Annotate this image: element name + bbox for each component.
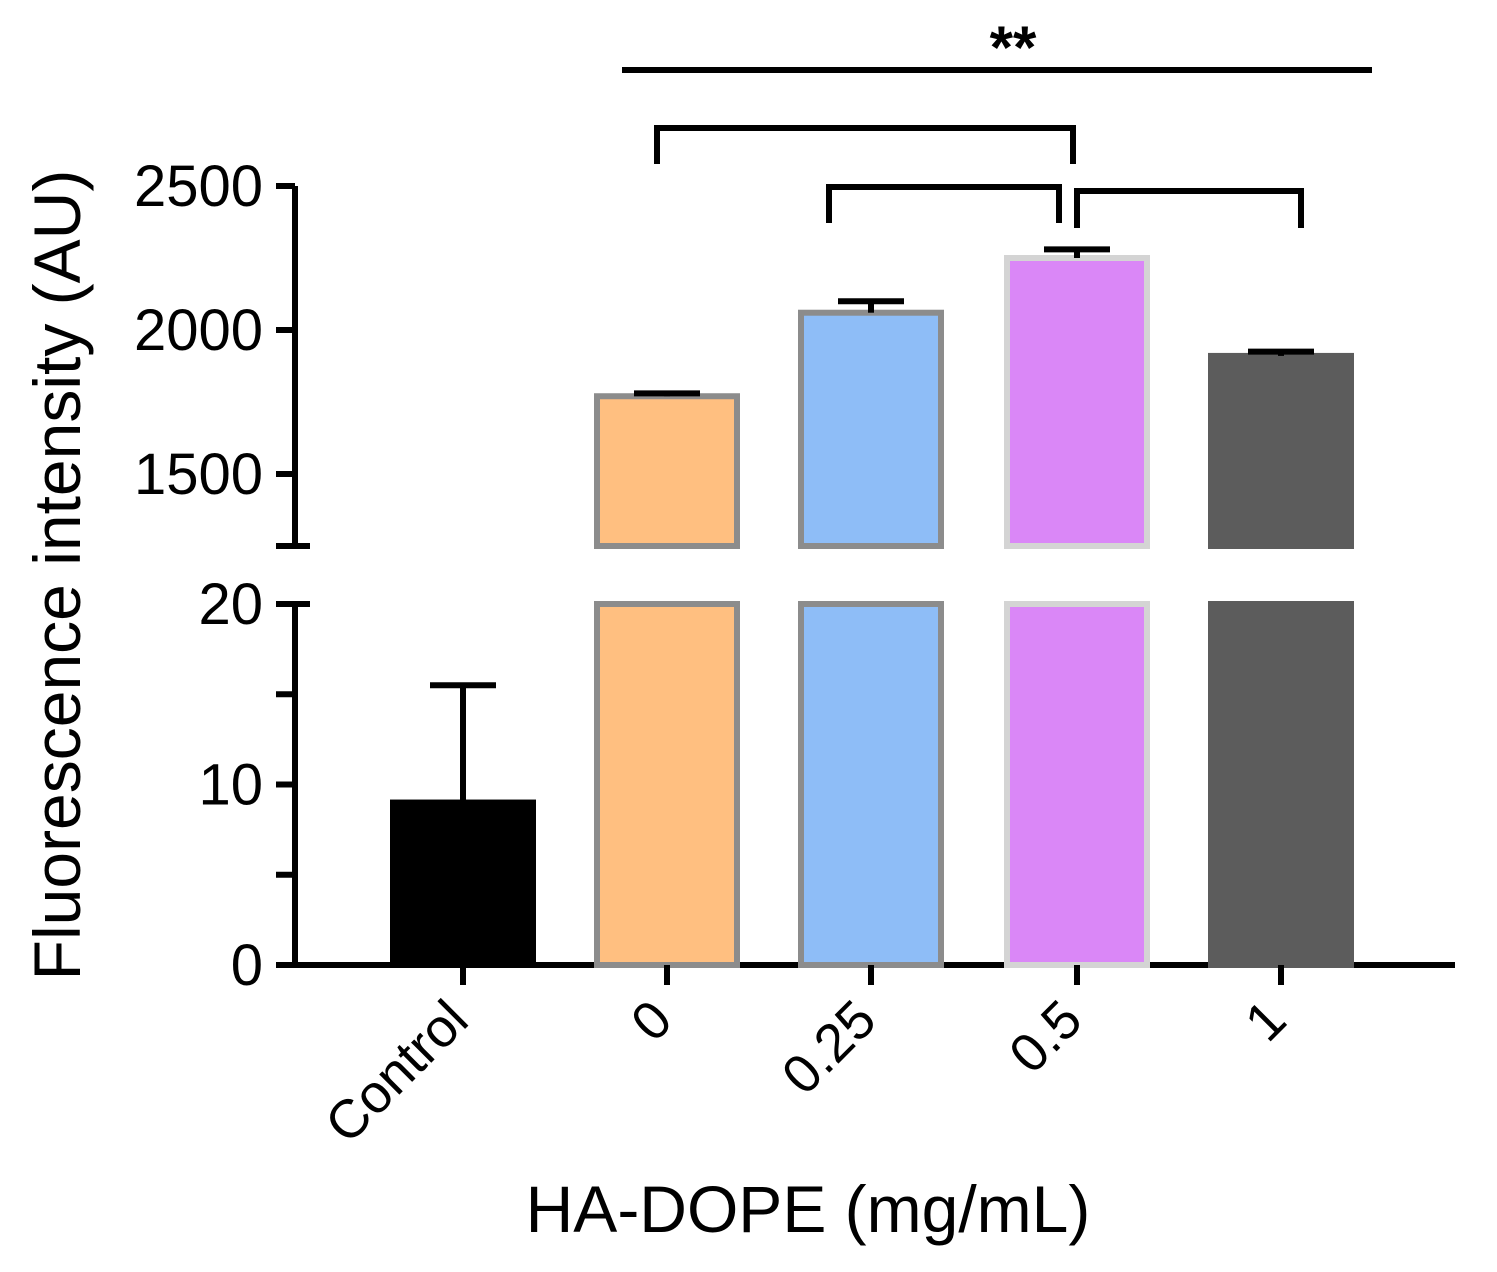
y-axis-upper xyxy=(276,186,310,549)
y-axis-title: Fluorescence intensity (AU) xyxy=(20,170,94,981)
x-tick-label-0.25: 0.25 xyxy=(771,989,888,1106)
x-ticks: Control 0 0.25 0.5 1 xyxy=(314,965,1298,1155)
bar-upper-0.5 xyxy=(1004,255,1150,549)
bar-lower-0 xyxy=(594,601,740,968)
y-tick-label-0: 0 xyxy=(231,933,263,998)
significance-label: ** xyxy=(990,14,1037,81)
bars xyxy=(390,255,1354,968)
significance-bracket-0.5-1 xyxy=(1074,188,1304,228)
y-tick-label-1500: 1500 xyxy=(134,442,263,507)
bar-lower-0.25 xyxy=(798,601,944,968)
y-tick-label-20: 20 xyxy=(198,572,263,637)
x-tick-label-Control: Control xyxy=(314,989,480,1155)
x-axis-title: HA-DOPE (mg/mL) xyxy=(526,1172,1091,1246)
x-tick-label-0: 0 xyxy=(620,989,684,1053)
bar-upper-1 xyxy=(1208,352,1354,550)
error-bars xyxy=(430,246,1314,803)
significance-bracket-0-0.5 xyxy=(654,125,1076,164)
bar-lower-0.5 xyxy=(1004,601,1150,968)
bar-Control xyxy=(390,799,536,968)
significance-bracket-0.25-0.5 xyxy=(826,184,1062,223)
x-tick-label-1: 1 xyxy=(1234,989,1298,1053)
bar-upper-0 xyxy=(594,393,740,549)
bar-lower-1 xyxy=(1208,601,1354,968)
bar-upper-0.25 xyxy=(798,309,944,549)
y-ticks: 0 10 20 1500 2000 2500 xyxy=(134,154,295,998)
y-tick-label-2000: 2000 xyxy=(134,298,263,363)
significance-annotations: ** xyxy=(622,14,1372,228)
y-tick-label-2500: 2500 xyxy=(134,154,263,219)
x-tick-label-0.5: 0.5 xyxy=(998,989,1094,1085)
y-tick-label-10: 10 xyxy=(198,753,263,818)
